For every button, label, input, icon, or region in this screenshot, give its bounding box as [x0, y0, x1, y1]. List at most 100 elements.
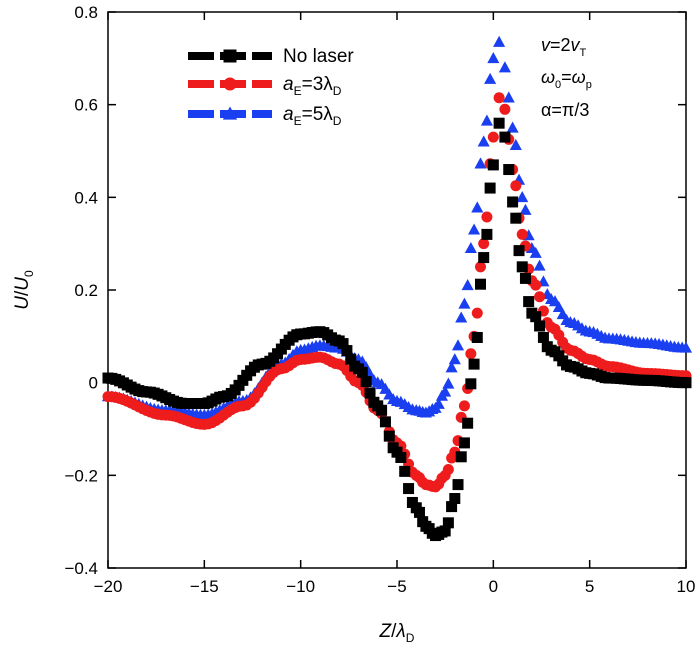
data-point-square — [360, 376, 372, 388]
data-point-square — [439, 525, 451, 537]
data-point-square — [534, 320, 546, 332]
data-point-square — [356, 366, 368, 378]
data-point-square — [507, 196, 519, 208]
data-point-square — [487, 159, 499, 171]
plot-area: −20 −15 −10 −5 0 5 10 −0.4 −0.2 0 0.2 0.4 0.6 0.8 — [64, 3, 695, 596]
data-point-circle — [474, 261, 486, 273]
data-point-circle — [481, 211, 493, 223]
y-tick-label: 0.8 — [74, 3, 98, 22]
data-point-triangle — [509, 138, 522, 150]
data-point-triangle — [432, 397, 445, 409]
data-point-circle — [223, 77, 237, 91]
data-point-triangle — [445, 361, 458, 373]
x-axis-ticks: −20 −15 −10 −5 0 5 10 — [94, 12, 696, 596]
x-axis-title: Z/λD — [379, 621, 415, 645]
plot-frame — [107, 11, 687, 569]
y-tick-label: 0.6 — [74, 96, 98, 115]
data-point-square — [523, 296, 535, 308]
data-point-square — [452, 479, 464, 491]
data-point-square — [341, 345, 353, 357]
data-point-square — [468, 358, 480, 370]
data-point-square — [510, 212, 522, 224]
data-point-triangle — [519, 203, 532, 215]
annotation-velocity: v=2vT — [541, 35, 587, 59]
data-point-circle — [534, 291, 546, 303]
data-point-square — [376, 404, 388, 416]
data-point-circle — [471, 307, 483, 319]
data-point-triangle — [461, 279, 474, 291]
data-point-triangle — [471, 201, 484, 213]
data-point-square — [499, 131, 511, 143]
data-point-square — [519, 272, 531, 284]
annotation-frequency: ω0=ωp — [541, 67, 592, 91]
data-point-triangle — [506, 121, 519, 133]
data-point-square — [345, 353, 357, 365]
data-point-circle — [465, 348, 477, 360]
data-point-square — [446, 501, 458, 513]
x-tick-label: −20 — [94, 577, 123, 596]
y-tick-label: −0.2 — [64, 466, 98, 485]
data-point-triangle — [487, 52, 500, 64]
data-point-circle — [442, 464, 454, 476]
data-point-square — [379, 416, 391, 428]
series-layer — [101, 35, 693, 542]
data-point-square — [383, 430, 395, 442]
data-point-square — [537, 331, 549, 343]
y-tick-label: −0.4 — [64, 559, 98, 578]
data-point-square — [474, 278, 486, 290]
data-point-circle — [478, 238, 490, 250]
data-point-square — [413, 506, 425, 518]
data-point-circle — [530, 279, 542, 291]
y-tick-label: 0.4 — [74, 188, 98, 207]
y-tick-label: 0 — [89, 374, 98, 393]
data-point-square — [516, 261, 528, 273]
data-point-triangle — [222, 106, 238, 120]
y-axis-title: U/U0 — [12, 270, 36, 310]
annotation-block: v=2vT ω0=ωp α=π/3 — [541, 35, 592, 120]
data-point-triangle — [529, 246, 542, 258]
data-point-square — [513, 245, 525, 257]
data-point-triangle — [493, 35, 506, 47]
y-tick-label: 0.2 — [74, 281, 98, 300]
data-point-triangle — [468, 223, 481, 235]
data-point-square — [442, 517, 454, 529]
series-circle — [102, 92, 692, 493]
data-point-square — [364, 387, 376, 399]
data-point-triangle — [477, 135, 490, 147]
legend: No laser aE=3λD aE=5λD — [188, 46, 354, 128]
legend-label: aE=3λD — [283, 74, 342, 98]
data-point-square — [399, 465, 411, 477]
data-point-triangle — [480, 114, 493, 126]
data-point-square — [465, 378, 477, 390]
data-point-square — [462, 417, 474, 429]
data-point-square — [481, 228, 493, 240]
data-point-square — [530, 311, 542, 323]
data-point-circle — [493, 92, 505, 104]
data-point-square — [458, 437, 470, 449]
data-point-triangle — [474, 157, 487, 169]
data-point-triangle — [464, 241, 477, 254]
data-point-triangle — [498, 61, 511, 73]
data-point-circle — [458, 400, 470, 412]
data-point-circle — [510, 180, 522, 192]
data-point-triangle — [552, 300, 565, 313]
data-point-square — [449, 493, 461, 504]
data-point-square — [503, 164, 515, 176]
data-point-square — [337, 338, 349, 350]
x-tick-label: −5 — [387, 577, 406, 596]
data-point-square — [395, 451, 407, 463]
data-point-square — [455, 451, 467, 463]
data-point-triangle — [458, 297, 471, 309]
data-point-square — [471, 331, 483, 343]
x-tick-label: 5 — [585, 577, 594, 596]
data-point-triangle — [516, 191, 529, 203]
data-point-triangle — [679, 341, 693, 353]
x-tick-label: −10 — [286, 577, 315, 596]
x-tick-label: −15 — [190, 577, 219, 596]
data-point-circle — [516, 228, 528, 240]
data-point-circle — [487, 131, 499, 143]
x-tick-label: 10 — [677, 577, 696, 596]
legend-item: aE=3λD — [188, 74, 342, 98]
data-point-square — [484, 182, 496, 194]
